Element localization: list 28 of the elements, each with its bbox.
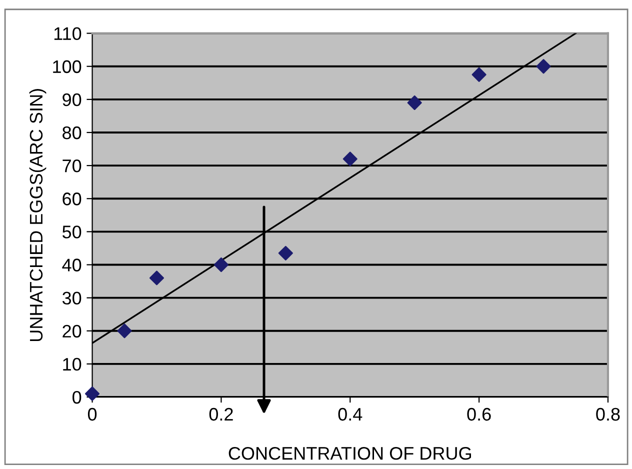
point bbox=[214, 257, 228, 272]
y-tick-label: 100 bbox=[53, 60, 82, 74]
y-tick-label: 90 bbox=[62, 93, 82, 106]
y-tick-label: 80 bbox=[62, 126, 82, 140]
y-tick-label: 50 bbox=[62, 226, 82, 238]
x-tick-label: 0.4 bbox=[338, 408, 362, 421]
x-tick-label: 0 bbox=[88, 408, 97, 421]
point bbox=[407, 95, 422, 110]
y-tick-label: 0 bbox=[72, 390, 82, 404]
point bbox=[472, 67, 486, 82]
y-tick-label: 110 bbox=[54, 27, 82, 40]
y-tick-label: 10 bbox=[63, 358, 82, 371]
y-tick-label: 30 bbox=[62, 292, 82, 305]
point bbox=[278, 246, 293, 260]
x-axis-title: CONCENTRATION OF DRUG bbox=[228, 446, 471, 460]
y-axis-title: UNHATCHED EGGS(ARC SIN) bbox=[29, 89, 46, 341]
point bbox=[536, 59, 551, 74]
x-tick-label: 0.8 bbox=[596, 408, 620, 421]
y-tick-label: 60 bbox=[62, 192, 82, 206]
y-tick-label: 20 bbox=[62, 324, 82, 338]
x-tick-label: 0.6 bbox=[467, 408, 491, 421]
point bbox=[149, 270, 164, 286]
y-tick-label: 70 bbox=[62, 159, 82, 172]
point bbox=[117, 324, 132, 338]
point bbox=[342, 152, 358, 166]
x-tick-label: 0.2 bbox=[209, 408, 233, 421]
y-tick-label: 40 bbox=[62, 258, 82, 272]
point bbox=[84, 386, 100, 401]
